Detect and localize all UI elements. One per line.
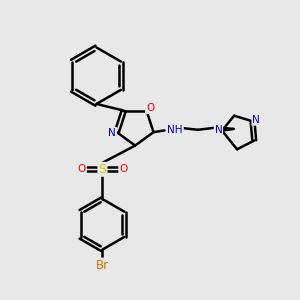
Text: NH: NH: [167, 125, 183, 135]
Text: O: O: [146, 103, 154, 113]
Text: O: O: [119, 164, 128, 174]
Text: N: N: [108, 128, 116, 138]
Text: N: N: [252, 115, 260, 125]
Text: N: N: [214, 125, 222, 135]
Text: S: S: [98, 163, 106, 176]
Text: O: O: [77, 164, 86, 174]
Text: Br: Br: [96, 259, 109, 272]
